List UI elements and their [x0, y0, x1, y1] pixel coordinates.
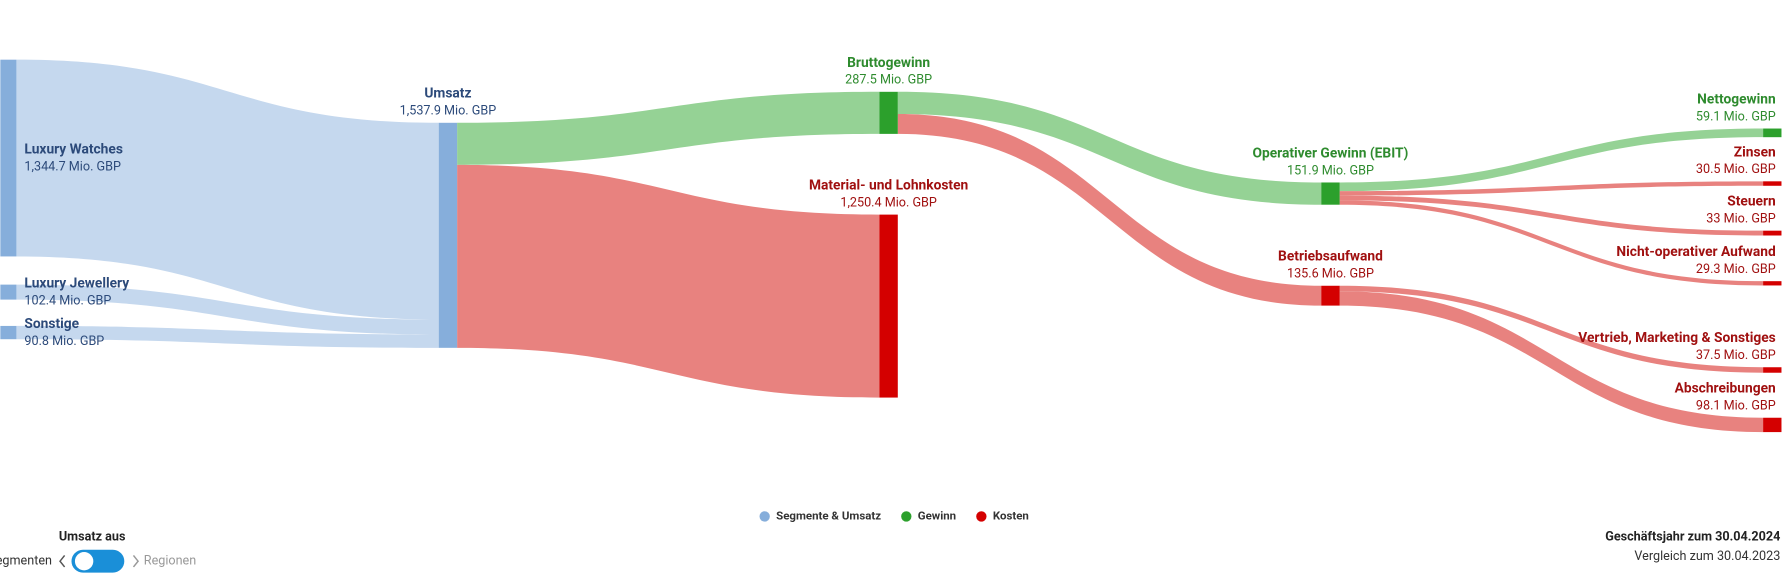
- legend-label: Kosten: [993, 508, 1029, 522]
- node-value-label: 33 Mio. GBP: [1706, 212, 1775, 227]
- node: [1321, 182, 1340, 205]
- node-label: Sonstige: [24, 316, 79, 332]
- toggle-knob[interactable]: [74, 552, 94, 571]
- node: [1321, 285, 1340, 306]
- toggle[interactable]: [71, 549, 125, 573]
- link: [16, 59, 439, 320]
- node-label: Vertrieb, Marketing & Sonstiges: [1578, 330, 1775, 346]
- node: [1763, 181, 1782, 186]
- link: [1339, 181, 1764, 196]
- node-value-label: 29.3 Mio. GBP: [1696, 262, 1776, 277]
- legend: Segmente & Umsatz Gewinn Kosten: [759, 508, 1029, 522]
- comparison: Vergleich zum 30.04.2023: [1634, 549, 1780, 564]
- chevron-left: [59, 554, 66, 568]
- legend-label: Gewinn: [918, 508, 956, 522]
- node-label: Luxury Watches: [24, 142, 122, 158]
- node-value-label: 1,250.4 Mio. GBP: [840, 195, 937, 210]
- node-label: Nettogewinn: [1697, 91, 1776, 107]
- link: [1339, 285, 1764, 373]
- node-value-label: 1,344.7 Mio. GBP: [24, 160, 121, 175]
- fiscal-year: Geschäftsjahr zum 30.04.2024: [1605, 529, 1780, 544]
- link: [1339, 195, 1764, 236]
- node-value-label: 30.5 Mio. GBP: [1696, 162, 1776, 177]
- link: [457, 164, 880, 398]
- control-title: Umsatz aus: [59, 529, 126, 544]
- node-value-label: 102.4 Mio. GBP: [24, 294, 111, 309]
- legend-label: Segmente & Umsatz: [776, 508, 881, 522]
- link: [897, 91, 1322, 205]
- link: [16, 284, 439, 335]
- node-label: Betriebsaufwand: [1278, 249, 1383, 265]
- node-label: Umsatz: [424, 86, 471, 102]
- node: [1763, 128, 1782, 138]
- node-value-label: 98.1 Mio. GBP: [1696, 399, 1776, 414]
- node-value-label: 37.5 Mio. GBP: [1696, 348, 1776, 363]
- link: [457, 91, 880, 165]
- node: [0, 59, 17, 257]
- node: [438, 122, 458, 348]
- node: [1763, 230, 1782, 236]
- node: [879, 214, 898, 398]
- node-label: Abschreibungen: [1675, 381, 1776, 397]
- option-right[interactable]: Regionen: [144, 554, 196, 569]
- node-label: Zinsen: [1734, 144, 1776, 160]
- nodes: Luxury Watches 1,344.7 Mio. GBP Luxury Jew…: [0, 55, 1782, 433]
- node-value-label: 135.6 Mio. GBP: [1287, 267, 1374, 282]
- node-value-label: 59.1 Mio. GBP: [1696, 109, 1776, 124]
- node: [879, 91, 898, 134]
- legend-marker: [901, 511, 912, 522]
- node: [0, 284, 17, 300]
- node-label: Bruttogewinn: [847, 55, 930, 71]
- node-label: Material- und Lohnkosten: [809, 178, 968, 194]
- link: [1339, 200, 1764, 286]
- node-value-label: 1,537.9 Mio. GBP: [400, 104, 497, 119]
- link: [1339, 291, 1764, 433]
- links: [16, 59, 1764, 433]
- node-label: Operativer Gewinn (EBIT): [1253, 145, 1409, 161]
- node-label: Nicht-operativer Aufwand: [1616, 244, 1775, 260]
- legend-marker: [976, 511, 987, 522]
- node: [1763, 367, 1782, 373]
- link: [1339, 128, 1764, 192]
- node-label: Luxury Jewellery: [24, 276, 129, 292]
- legend-marker: [759, 511, 770, 522]
- node-label: Steuern: [1727, 194, 1775, 210]
- link: [897, 114, 1322, 306]
- node-value-label: 287.5 Mio. GBP: [845, 73, 932, 88]
- option-left[interactable]: Segmenten: [0, 554, 52, 569]
- node-value-label: 90.8 Mio. GBP: [24, 334, 104, 349]
- node: [0, 325, 17, 340]
- chevron-right: [132, 554, 140, 568]
- node: [1763, 417, 1782, 433]
- link: [16, 325, 439, 348]
- node: [1763, 281, 1782, 286]
- node-value-label: 151.9 Mio. GBP: [1287, 163, 1374, 178]
